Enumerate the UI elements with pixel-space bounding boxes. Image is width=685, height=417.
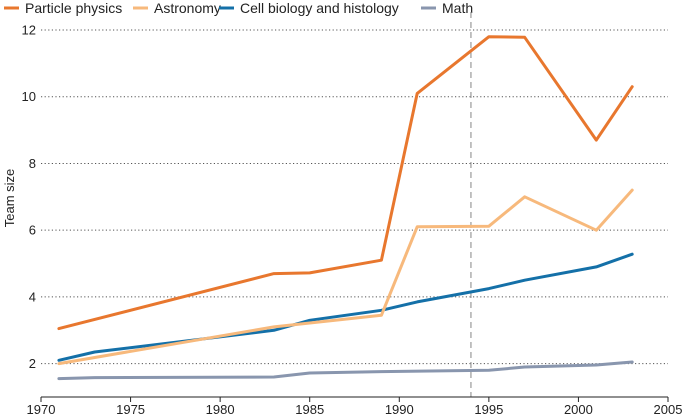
legend-label: Cell biology and histology [240, 0, 399, 16]
legend-label: Particle physics [25, 0, 122, 16]
series-line-particle-physics [57, 35, 634, 331]
x-tick-label: 2000 [564, 402, 593, 417]
y-tick-label: 12 [22, 23, 36, 38]
y-tick-label: 8 [29, 156, 36, 171]
x-tick-label: 1980 [206, 402, 235, 417]
x-tick-label: 1975 [116, 402, 145, 417]
y-tick-label: 4 [29, 289, 36, 304]
x-tick-label: 2005 [654, 402, 683, 417]
x-tick-label: 1985 [295, 402, 324, 417]
y-tick-label: 2 [29, 356, 36, 371]
x-tick-label: 1970 [27, 402, 56, 417]
legend-label: Astronomy [154, 0, 221, 16]
series-layer [57, 35, 634, 381]
legend: Particle physics Astronomy Cell biology an… [4, 0, 473, 16]
x-tick-label: 1995 [474, 402, 503, 417]
grid [41, 29, 668, 365]
legend-item: Math [421, 0, 473, 16]
x-tick-label: 1990 [385, 402, 414, 417]
series-line-math [57, 360, 634, 381]
legend-item: Astronomy [133, 0, 221, 16]
legend-label: Math [442, 0, 473, 16]
y-axis: 2 4 6 8 10 12 [22, 23, 36, 372]
legend-item: Cell biology and histology [219, 0, 399, 16]
y-tick-label: 10 [22, 89, 36, 104]
y-tick-label: 6 [29, 223, 36, 238]
y-axis-title: Team size [2, 169, 17, 228]
x-axis: 1970 1975 1980 1985 1990 1995 2000 2005 [27, 396, 683, 417]
series-line-astronomy [57, 188, 634, 366]
legend-item: Particle physics [4, 0, 122, 16]
